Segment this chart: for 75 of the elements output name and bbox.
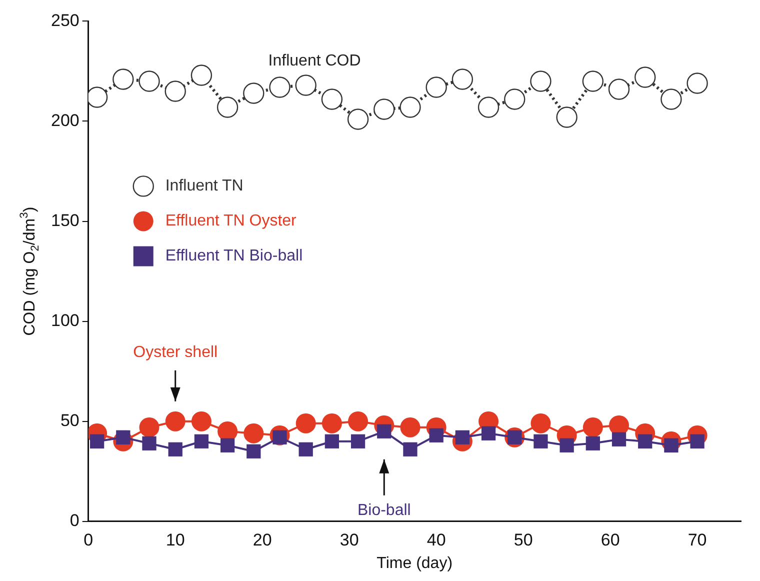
point [295, 74, 316, 96]
point [139, 417, 160, 438]
point [400, 96, 421, 118]
point [377, 424, 392, 438]
point [296, 413, 316, 434]
point [321, 88, 343, 110]
point [556, 106, 578, 128]
legend-label: Effluent TN Bio-ball [165, 248, 303, 265]
y-tick-label: 150 [50, 210, 80, 230]
legend-label: Effluent TN Oyster [165, 212, 298, 230]
point [88, 86, 108, 108]
point [690, 434, 704, 448]
point [246, 444, 261, 458]
point [582, 70, 604, 92]
point [530, 413, 551, 434]
point [560, 438, 574, 452]
point [347, 108, 369, 130]
annotation: Oyster shell [133, 344, 218, 361]
point [429, 428, 444, 442]
point [478, 96, 500, 118]
y-tick-label: 200 [50, 110, 80, 130]
point [138, 70, 160, 92]
point [220, 438, 235, 452]
point [90, 434, 104, 448]
point [194, 434, 209, 448]
annotation: Influent COD [268, 52, 361, 70]
point [164, 80, 186, 102]
y-tick-label: 0 [70, 511, 80, 530]
x-tick-label: 0 [84, 530, 94, 550]
annotation: Bio-ball [357, 502, 411, 519]
point [216, 96, 238, 118]
legend-label: Influent TN [165, 178, 244, 195]
x-tick-label: 30 [340, 530, 359, 550]
y-axis-title: COD (mg O2/dm3) [18, 206, 42, 336]
point [403, 442, 418, 456]
x-tick-label: 10 [166, 530, 185, 550]
point [112, 68, 134, 90]
point [269, 76, 290, 98]
point [660, 88, 682, 110]
point [243, 82, 264, 104]
point [400, 417, 420, 438]
point [322, 413, 342, 434]
x-axis-title: Time (day) [376, 554, 453, 572]
point [530, 70, 552, 92]
point [586, 436, 600, 450]
point [190, 64, 212, 86]
point [534, 434, 548, 448]
point [324, 434, 340, 448]
point [452, 68, 474, 90]
point [374, 98, 395, 120]
point [634, 66, 656, 88]
point [504, 88, 526, 110]
point [481, 426, 496, 440]
x-tick-label: 20 [252, 530, 272, 550]
point [612, 432, 626, 446]
point [686, 72, 708, 94]
x-tick-label: 50 [514, 530, 533, 550]
point [298, 442, 313, 456]
x-tick-label: 40 [426, 530, 446, 550]
point [168, 442, 182, 456]
point [142, 436, 156, 450]
point [638, 434, 652, 448]
point [244, 423, 264, 444]
point [191, 411, 212, 432]
point [608, 78, 630, 100]
x-tick-label: 60 [600, 530, 620, 550]
x-tick-label: 70 [688, 530, 707, 550]
y-tick-label: 50 [60, 411, 80, 430]
point [350, 434, 366, 448]
point [165, 411, 186, 432]
point [582, 417, 603, 438]
y-tick-label: 250 [50, 10, 80, 30]
point [348, 411, 368, 432]
y-tick-label: 100 [50, 311, 80, 330]
point [426, 76, 447, 98]
